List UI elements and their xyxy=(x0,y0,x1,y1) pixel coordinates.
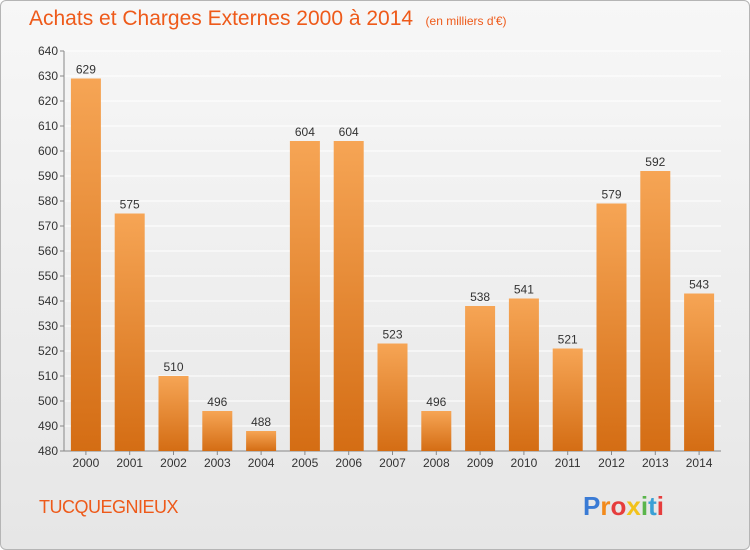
data-label: 510 xyxy=(163,360,183,374)
data-label: 538 xyxy=(470,290,490,304)
y-tick-label: 510 xyxy=(38,369,58,383)
chart-subtitle: (en milliers d'€) xyxy=(425,14,507,28)
y-tick-labels: 480 490 500 510 520 530 540 550 560 570 580 590 600 6… xyxy=(38,44,64,458)
y-tick-label: 640 xyxy=(38,44,58,58)
y-tick-label: 540 xyxy=(38,294,58,308)
data-label: 604 xyxy=(339,125,359,139)
logo-letter: r xyxy=(600,491,611,521)
data-label: 523 xyxy=(382,328,402,342)
x-tick-label: 2003 xyxy=(204,456,231,470)
y-tick-label: 500 xyxy=(38,394,58,408)
data-label: 592 xyxy=(645,155,665,169)
bar xyxy=(202,411,233,451)
bar xyxy=(421,411,452,451)
x-tick-label: 2004 xyxy=(248,456,275,470)
y-tick-label: 600 xyxy=(38,144,58,158)
bar xyxy=(114,213,145,451)
data-label: 541 xyxy=(514,283,534,297)
x-tick-label: 2010 xyxy=(511,456,538,470)
data-label: 579 xyxy=(601,188,621,202)
data-label: 604 xyxy=(295,125,315,139)
proxiti-logo: Proxiti xyxy=(583,491,664,522)
data-labels: 629 575 510 496 488 604 604 523 496 538 541 521 579 5… xyxy=(76,63,710,430)
bar xyxy=(640,171,671,451)
x-tick-label: 2000 xyxy=(73,456,100,470)
logo-letter: t xyxy=(648,491,657,521)
bar xyxy=(246,431,277,451)
y-tick-label: 490 xyxy=(38,419,58,433)
x-tick-label: 2008 xyxy=(423,456,450,470)
logo-letter: x xyxy=(626,491,641,521)
x-tick-label: 2011 xyxy=(555,456,581,470)
bar xyxy=(333,141,364,451)
bar xyxy=(596,203,627,451)
data-label: 575 xyxy=(120,198,140,212)
data-label: 543 xyxy=(689,278,709,292)
data-label: 521 xyxy=(558,333,578,347)
y-tick-label: 560 xyxy=(38,244,58,258)
chart-title: Achats et Charges Externes 2000 à 2014 xyxy=(29,7,414,30)
bar xyxy=(465,306,496,451)
x-tick-labels: 2000 2001 2002 2003 2004 2005 2006 2007 2008 2009… xyxy=(73,451,713,470)
y-tick-label: 570 xyxy=(38,219,58,233)
y-tick-label: 620 xyxy=(38,94,58,108)
x-tick-label: 2012 xyxy=(598,456,625,470)
bar xyxy=(684,293,715,451)
bars xyxy=(70,78,715,451)
chart-header: Achats et Charges Externes 2000 à 2014 (… xyxy=(29,7,507,31)
y-tick-label: 480 xyxy=(38,444,58,458)
bar xyxy=(377,343,408,451)
logo-letter: i xyxy=(656,491,664,521)
bar xyxy=(289,141,320,451)
x-tick-label: 2009 xyxy=(467,456,494,470)
x-tick-label: 2007 xyxy=(379,456,406,470)
data-label: 629 xyxy=(76,63,96,77)
y-tick-label: 590 xyxy=(38,169,58,183)
commune-name: TUCQUEGNIEUX xyxy=(39,497,179,517)
bar xyxy=(508,298,539,451)
y-tick-label: 630 xyxy=(38,69,58,83)
x-tick-label: 2013 xyxy=(642,456,669,470)
bar xyxy=(70,78,101,451)
y-tick-label: 530 xyxy=(38,319,58,333)
data-label: 496 xyxy=(207,395,227,409)
logo-letter: i xyxy=(640,491,649,521)
x-tick-label: 2006 xyxy=(335,456,362,470)
bar xyxy=(158,376,189,451)
x-tick-label: 2001 xyxy=(116,456,143,470)
y-tick-label: 580 xyxy=(38,194,58,208)
data-label: 496 xyxy=(426,395,446,409)
y-tick-label: 520 xyxy=(38,344,58,358)
data-label: 488 xyxy=(251,415,271,429)
logo-letter: o xyxy=(610,491,627,521)
x-tick-label: 2002 xyxy=(160,456,187,470)
x-tick-label: 2014 xyxy=(686,456,713,470)
logo-letter: P xyxy=(583,491,601,521)
y-tick-label: 550 xyxy=(38,269,58,283)
x-tick-label: 2005 xyxy=(292,456,319,470)
bar xyxy=(552,348,583,451)
y-tick-label: 610 xyxy=(38,119,58,133)
